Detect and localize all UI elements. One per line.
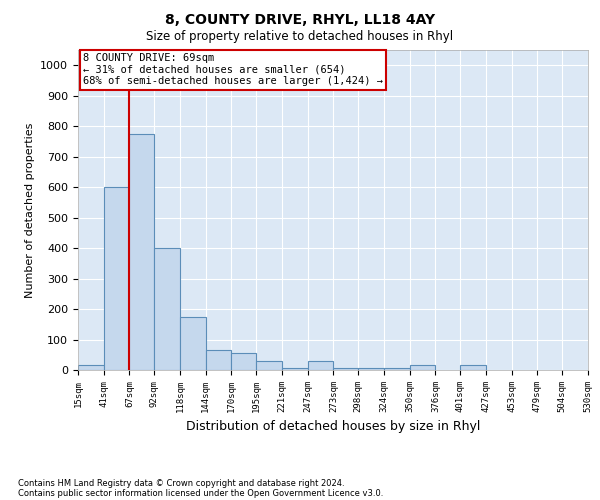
Text: Size of property relative to detached houses in Rhyl: Size of property relative to detached ho… bbox=[146, 30, 454, 43]
Text: 8, COUNTY DRIVE, RHYL, LL18 4AY: 8, COUNTY DRIVE, RHYL, LL18 4AY bbox=[165, 12, 435, 26]
Bar bbox=[334, 368, 358, 370]
Bar bbox=[154, 248, 180, 370]
Y-axis label: Number of detached properties: Number of detached properties bbox=[25, 122, 35, 298]
Text: 8 COUNTY DRIVE: 69sqm
← 31% of detached houses are smaller (654)
68% of semi-det: 8 COUNTY DRIVE: 69sqm ← 31% of detached … bbox=[83, 53, 383, 86]
Bar bbox=[256, 361, 282, 370]
X-axis label: Distribution of detached houses by size in Rhyl: Distribution of detached houses by size … bbox=[186, 420, 480, 434]
Bar bbox=[104, 187, 130, 370]
Bar bbox=[232, 353, 256, 370]
Bar bbox=[130, 134, 154, 370]
Bar bbox=[358, 368, 384, 370]
Text: Contains public sector information licensed under the Open Government Licence v3: Contains public sector information licen… bbox=[18, 488, 383, 498]
Bar bbox=[282, 368, 308, 370]
Bar bbox=[78, 366, 104, 370]
Bar bbox=[460, 366, 486, 370]
Bar bbox=[206, 350, 232, 370]
Bar bbox=[308, 361, 334, 370]
Text: Contains HM Land Registry data © Crown copyright and database right 2024.: Contains HM Land Registry data © Crown c… bbox=[18, 478, 344, 488]
Bar bbox=[410, 366, 436, 370]
Bar bbox=[384, 368, 410, 370]
Bar bbox=[180, 316, 206, 370]
